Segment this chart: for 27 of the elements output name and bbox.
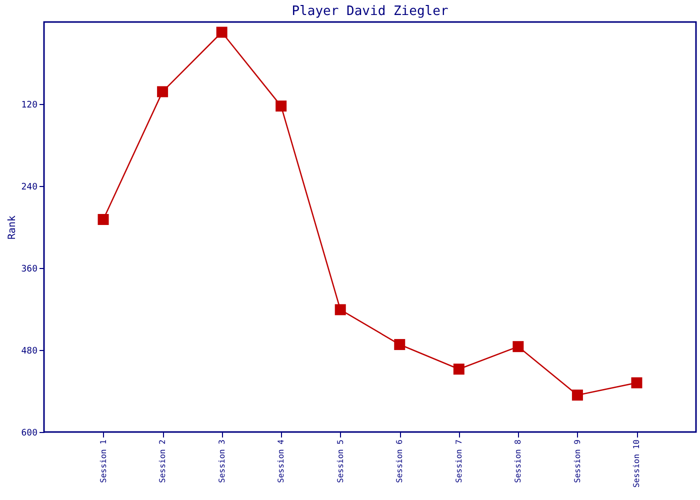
point [512,341,524,352]
point [334,304,346,316]
point [631,377,642,388]
x-tick-label: Session 6 [395,439,404,483]
point [157,86,168,98]
chart-title: Player David Ziegler [292,4,448,19]
x-tick-label: Session 9 [572,439,582,483]
point [572,390,583,401]
point [216,26,228,38]
y-tick-label: 240 [21,182,38,192]
x-tick-label: Session 10 [632,439,642,488]
y-tick-label: 600 [21,428,38,438]
x-tick-label: Session 7 [454,439,464,483]
x-tick-label: Session 4 [276,439,286,483]
x-tick-label: Session 8 [514,439,523,483]
y-tick-label: 480 [21,346,38,356]
x-tick-label: Session 5 [336,439,345,483]
y-tick-label: 360 [21,264,38,274]
y-axis-title: Rank [7,215,18,240]
point [276,100,287,112]
x-tick-label: Session 1 [98,439,108,483]
y-tick-label: 120 [21,100,38,110]
point [453,364,464,375]
x-tick-label: Session 3 [217,439,226,483]
point [394,339,406,350]
x-tick-label: Session 2 [158,439,168,483]
point [98,214,109,225]
